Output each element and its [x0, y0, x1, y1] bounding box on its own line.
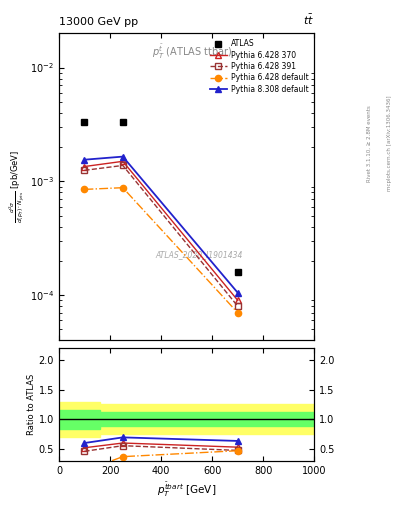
Line: Pythia 6.428 default: Pythia 6.428 default [81, 184, 241, 316]
Bar [59, 401, 100, 437]
Pythia 6.428 391 [121, 162, 125, 168]
X-axis label: $p^{\bar{t}bar{t}}_{T}$ [GeV]: $p^{\bar{t}bar{t}}_{T}$ [GeV] [157, 481, 216, 500]
Pythia 8.308 default [82, 157, 87, 163]
Text: $p_T^{\bar{t}}$ (ATLAS ttbar): $p_T^{\bar{t}}$ (ATLAS ttbar) [152, 42, 232, 61]
Pythia 8.308 default [121, 154, 125, 160]
Line: Pythia 8.308 default: Pythia 8.308 default [81, 153, 241, 296]
Line: Pythia 6.428 391: Pythia 6.428 391 [81, 162, 241, 309]
Pythia 6.428 391 [82, 167, 87, 174]
Line: Pythia 6.428 370: Pythia 6.428 370 [81, 158, 241, 304]
Text: ATLAS_2020_I1901434: ATLAS_2020_I1901434 [156, 250, 243, 259]
Text: Rivet 3.1.10, ≥ 2.8M events: Rivet 3.1.10, ≥ 2.8M events [367, 105, 372, 182]
Text: 13000 GeV pp: 13000 GeV pp [59, 17, 138, 27]
Y-axis label: Ratio to ATLAS: Ratio to ATLAS [27, 374, 36, 435]
Pythia 6.428 default [121, 185, 125, 191]
Text: $t\bar{t}$: $t\bar{t}$ [303, 13, 314, 27]
Line: ATLAS: ATLAS [81, 119, 241, 275]
Pythia 6.428 370 [82, 163, 87, 169]
ATLAS [82, 119, 87, 125]
Bar [59, 410, 100, 429]
Pythia 8.308 default [235, 290, 240, 296]
Pythia 6.428 default [82, 186, 87, 193]
Pythia 6.428 391 [235, 303, 240, 309]
Text: mcplots.cern.ch [arXiv:1306.3436]: mcplots.cern.ch [arXiv:1306.3436] [387, 96, 391, 191]
Y-axis label: $\frac{d^2\sigma}{d(p_T)\cdot N_{jets}}$ [pb/GeV]: $\frac{d^2\sigma}{d(p_T)\cdot N_{jets}}$… [7, 151, 27, 223]
Bar [100, 412, 314, 426]
Pythia 6.428 370 [121, 158, 125, 164]
Pythia 6.428 default [235, 310, 240, 316]
ATLAS [235, 269, 240, 275]
Legend: ATLAS, Pythia 6.428 370, Pythia 6.428 391, Pythia 6.428 default, Pythia 8.308 de: ATLAS, Pythia 6.428 370, Pythia 6.428 39… [208, 37, 310, 96]
Pythia 6.428 370 [235, 297, 240, 304]
Bar [100, 404, 314, 434]
ATLAS [121, 119, 125, 125]
